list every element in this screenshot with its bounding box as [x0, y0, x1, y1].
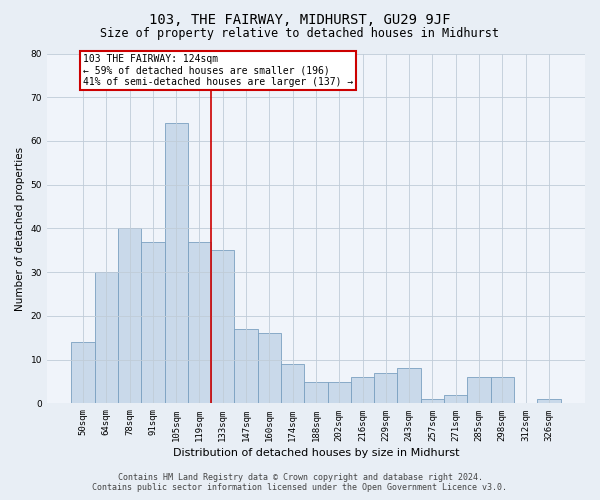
Bar [397, 368, 421, 404]
Bar [164, 124, 188, 404]
Bar [444, 394, 467, 404]
Bar [491, 377, 514, 404]
X-axis label: Distribution of detached houses by size in Midhurst: Distribution of detached houses by size … [173, 448, 459, 458]
Text: Size of property relative to detached houses in Midhurst: Size of property relative to detached ho… [101, 28, 499, 40]
Bar [351, 377, 374, 404]
Bar [281, 364, 304, 404]
Bar [118, 228, 141, 404]
Bar [141, 242, 164, 404]
Bar [374, 373, 397, 404]
Text: 103 THE FAIRWAY: 124sqm
← 59% of detached houses are smaller (196)
41% of semi-d: 103 THE FAIRWAY: 124sqm ← 59% of detache… [83, 54, 353, 86]
Bar [188, 242, 211, 404]
Bar [304, 382, 328, 404]
Bar [95, 272, 118, 404]
Text: 103, THE FAIRWAY, MIDHURST, GU29 9JF: 103, THE FAIRWAY, MIDHURST, GU29 9JF [149, 12, 451, 26]
Bar [71, 342, 95, 404]
Bar [258, 334, 281, 404]
Bar [537, 399, 560, 404]
Text: Contains HM Land Registry data © Crown copyright and database right 2024.
Contai: Contains HM Land Registry data © Crown c… [92, 473, 508, 492]
Y-axis label: Number of detached properties: Number of detached properties [15, 146, 25, 310]
Bar [421, 399, 444, 404]
Bar [328, 382, 351, 404]
Bar [211, 250, 235, 404]
Bar [235, 329, 258, 404]
Bar [467, 377, 491, 404]
